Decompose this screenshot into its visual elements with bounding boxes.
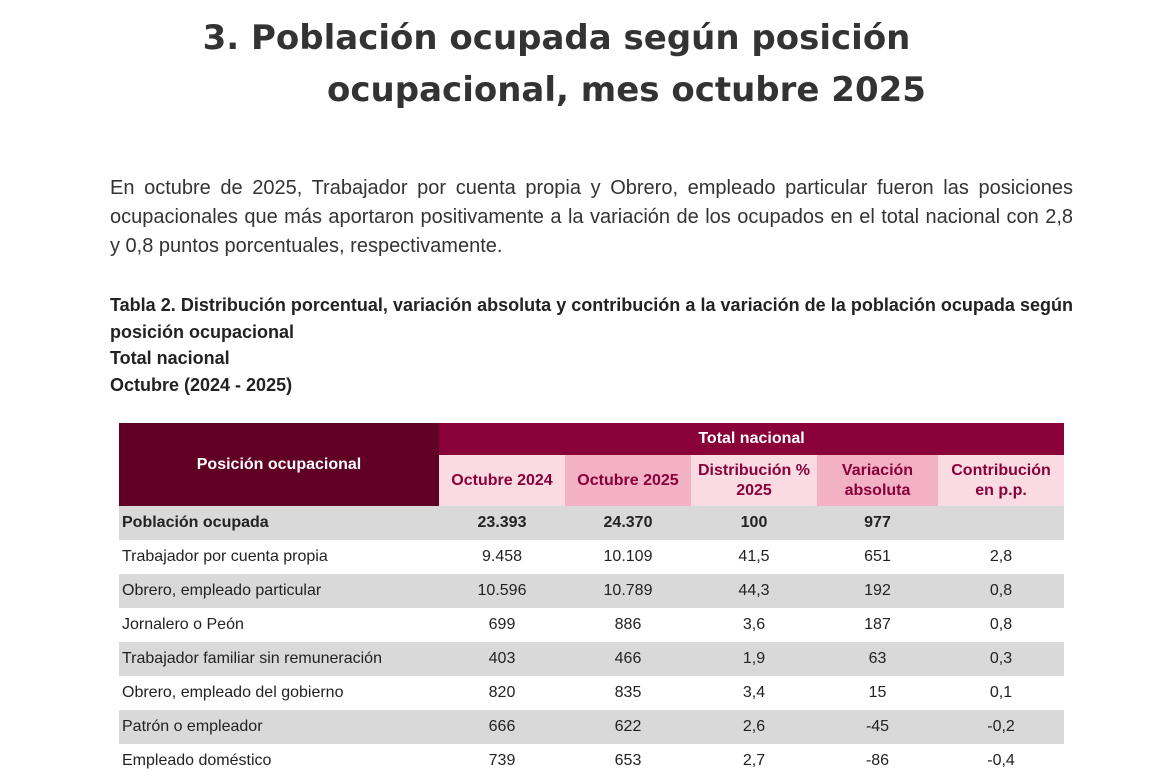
cell-contribucion	[938, 506, 1065, 540]
table-caption: Tabla 2. Distribución porcentual, variac…	[110, 292, 1073, 398]
cell-octubre-2024: 9.458	[481, 548, 523, 565]
cell-distribucion: 2,7	[742, 752, 766, 769]
cell-variacion: -45	[817, 710, 938, 744]
cell-distribucion: 100	[691, 506, 817, 540]
cell-distribucion: 44,3	[691, 574, 817, 608]
cell-variacion: 187	[864, 616, 891, 633]
cell-distribucion: 3,4	[742, 684, 766, 701]
table-caption-period: Octubre (2024 - 2025)	[110, 374, 293, 395]
cell-octubre-2025: 653	[614, 752, 642, 769]
row-label: Trabajador por cuenta propia	[122, 548, 328, 565]
header-position: Posición ocupacional	[119, 423, 439, 506]
table-row: Jornalero o Peón 699 886 3,6 187 0,8	[119, 608, 1064, 642]
summary-paragraph: En octubre de 2025, Trabajador por cuent…	[110, 177, 1073, 257]
cell-variacion: 63	[817, 642, 938, 676]
cell-variacion: 651	[864, 548, 891, 565]
header-variacion: Variación absoluta	[817, 455, 938, 506]
cell-octubre-2025: 466	[565, 642, 691, 676]
table-caption-scope: Total nacional	[110, 348, 230, 368]
occupation-table: Posición ocupacional Total nacional Octu…	[119, 423, 1065, 778]
cell-contribucion: 0,1	[989, 684, 1013, 701]
cell-octubre-2024: 23.393	[439, 506, 565, 540]
cell-octubre-2025: 886	[614, 616, 642, 633]
table-row: Obrero, empleado particular 10.596 10.78…	[119, 574, 1065, 608]
row-label: Obrero, empleado del gobierno	[122, 684, 344, 701]
header-contribucion: Contribución en p.p.	[938, 455, 1065, 506]
cell-variacion: 15	[868, 684, 887, 701]
cell-contribucion: -0,2	[938, 710, 1065, 744]
row-label: Patrón o empleador	[119, 710, 439, 744]
cell-octubre-2025: 24.370	[565, 506, 691, 540]
cell-contribucion: 0,3	[938, 642, 1065, 676]
row-label: Jornalero o Peón	[122, 616, 244, 633]
row-label: Empleado doméstico	[122, 752, 272, 769]
table-caption-title: Tabla 2. Distribución porcentual, variac…	[110, 295, 1073, 342]
cell-octubre-2024: 10.596	[439, 574, 565, 608]
table-row: Empleado doméstico 739 653 2,7 -86 -0,4	[119, 744, 1064, 778]
cell-octubre-2025: 835	[614, 684, 642, 701]
cell-contribucion: 0,8	[938, 574, 1065, 608]
header-octubre-2024: Octubre 2024	[439, 455, 565, 506]
cell-octubre-2024: 403	[439, 642, 565, 676]
cell-octubre-2024: 666	[439, 710, 565, 744]
cell-contribucion: 2,8	[989, 548, 1013, 565]
row-label: Obrero, empleado particular	[119, 574, 439, 608]
cell-octubre-2025: 10.109	[603, 548, 653, 565]
table-row: Trabajador familiar sin remuneración 403…	[119, 642, 1065, 676]
header-distribucion: Distribución % 2025	[691, 455, 817, 506]
table-row: Patrón o empleador 666 622 2,6 -45 -0,2	[119, 710, 1065, 744]
cell-contribucion: -0,4	[987, 752, 1015, 769]
cell-distribucion: 2,6	[691, 710, 817, 744]
table-row: Obrero, empleado del gobierno 820 835 3,…	[119, 676, 1064, 710]
cell-octubre-2024: 820	[488, 684, 516, 701]
cell-octubre-2024: 699	[488, 616, 516, 633]
cell-variacion: 977	[817, 506, 938, 540]
cell-contribucion: 0,8	[989, 616, 1013, 633]
cell-octubre-2024: 739	[488, 752, 516, 769]
cell-distribucion: 3,6	[742, 616, 766, 633]
table-row: Trabajador por cuenta propia 9.458 10.10…	[119, 540, 1064, 574]
page-title-line-2: ocupacional, mes octubre 2025	[327, 70, 926, 110]
cell-distribucion: 41,5	[738, 548, 770, 565]
cell-distribucion: 1,9	[691, 642, 817, 676]
cell-variacion: 192	[817, 574, 938, 608]
page-title: 3. Población ocupada según posición ocup…	[0, 12, 1163, 116]
cell-octubre-2025: 10.789	[565, 574, 691, 608]
header-total-nacional: Total nacional	[439, 423, 1065, 455]
cell-octubre-2025: 622	[565, 710, 691, 744]
table-row-total: Población ocupada 23.393 24.370 100 977	[119, 506, 1065, 540]
cell-variacion: -86	[865, 752, 890, 769]
row-label: Trabajador familiar sin remuneración	[119, 642, 439, 676]
page-title-line-1: 3. Población ocupada según posición	[202, 18, 911, 58]
header-octubre-2025: Octubre 2025	[565, 455, 691, 506]
row-label: Población ocupada	[119, 506, 439, 540]
